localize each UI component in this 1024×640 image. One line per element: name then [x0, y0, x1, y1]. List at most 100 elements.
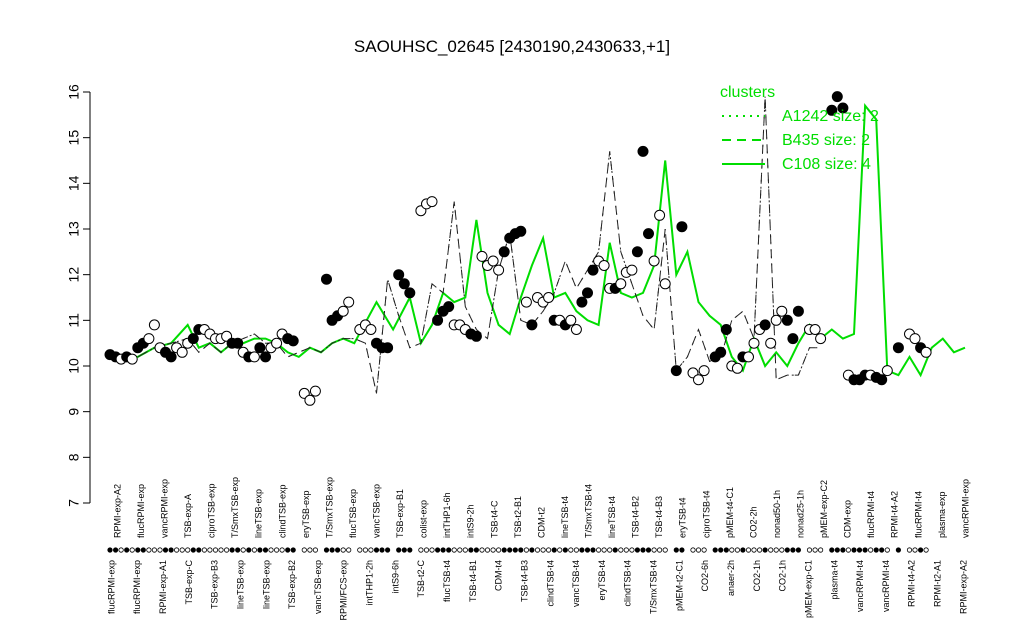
category-label-top: T/SmxTSB-t4 [583, 484, 593, 538]
rug-marker [446, 547, 452, 553]
category-label-bottom: RPMI-exp-A2 [958, 560, 968, 614]
rug-marker [773, 547, 779, 553]
rug-marker [174, 547, 180, 553]
category-label-top: TSB-t4-B2 [631, 496, 641, 538]
legend-label: A1242 size: 2 [782, 108, 879, 125]
rug-marker [745, 547, 752, 553]
rug-marker [584, 547, 591, 553]
y-tick-label: 15 [66, 130, 82, 146]
y-tick-label: 12 [66, 267, 82, 283]
chart-title: SAOUHSC_02645 [2430190,2430633,+1] [354, 37, 670, 56]
data-point-filled [787, 333, 799, 345]
rug-marker [157, 547, 163, 553]
data-point-open [148, 319, 160, 331]
category-label-bottom: TSB-exp-C [184, 560, 194, 605]
rug-marker [829, 547, 835, 553]
rug-marker [718, 547, 724, 553]
rug-marker [551, 547, 557, 553]
data-point-filled [515, 225, 527, 237]
rug-marker [662, 547, 668, 553]
category-label-bottom: lineTSB-exp [235, 560, 245, 609]
rug-marker [690, 547, 696, 553]
data-point-open [626, 264, 638, 276]
rug-marker [895, 547, 902, 553]
rug-marker [768, 547, 774, 553]
category-label-bottom: T/SmxTSB-t4 [649, 560, 659, 614]
rug-marker [323, 547, 330, 553]
category-label-top: vancTSB-exp [371, 484, 381, 538]
data-point-open [748, 337, 760, 349]
data-point-open [698, 365, 710, 377]
data-point-open [493, 264, 505, 276]
rug-marker [396, 547, 402, 553]
rug-marker [923, 547, 929, 553]
category-label-top: intS9-2h [466, 504, 476, 538]
rug-marker [723, 547, 729, 553]
rug-marker [462, 547, 468, 553]
rug-marker [207, 547, 213, 553]
data-point-filled [826, 104, 838, 116]
data-point-filled [254, 342, 266, 354]
category-label-bottom: RPMI-t4-A2 [907, 560, 917, 607]
rug-marker [640, 547, 646, 553]
rug-marker [568, 547, 574, 553]
category-label-bottom: vancTSB-exp [313, 560, 323, 614]
rug-marker [912, 547, 918, 553]
category-label-bottom: intS9-6h [390, 560, 400, 594]
category-label-bottom: TSB-exp-B3 [210, 560, 220, 609]
data-point-filled [831, 91, 843, 103]
rug-marker [118, 547, 124, 553]
rug-marker [618, 547, 624, 553]
rug-marker [645, 547, 652, 553]
data-point-filled [676, 221, 688, 233]
category-label-bottom: RPMI-exp-A1 [158, 560, 168, 614]
rug-marker [268, 547, 274, 553]
legend-title: clusters [720, 84, 775, 101]
rug-marker [235, 547, 241, 553]
rug-marker [368, 547, 374, 553]
category-label-top: CDM-exp [843, 500, 853, 538]
data-point-filled [526, 319, 538, 331]
data-point-filled [393, 269, 405, 281]
category-label-bottom: TSB-t2-C [416, 560, 426, 598]
category-label-bottom: pMEM-t2-C1 [674, 560, 684, 611]
rug-marker [251, 547, 257, 553]
data-point-open [815, 333, 827, 345]
category-label-bottom: lineTSB-exp [261, 560, 271, 609]
rug-marker [224, 547, 230, 553]
data-point-filled [287, 335, 299, 347]
data-point-filled [587, 264, 599, 276]
category-label-bottom: CDM-t4 [494, 560, 504, 591]
rug-marker [701, 547, 707, 553]
rug-marker [756, 547, 763, 553]
rug-marker [806, 547, 813, 553]
rug-marker [229, 547, 235, 553]
rug-marker [512, 547, 518, 553]
category-label-top: flucRPMI-t4 [866, 491, 876, 538]
data-point-open [309, 385, 321, 397]
rug-marker [362, 547, 368, 553]
category-label-top: pMEM-t4-C1 [725, 487, 735, 538]
y-axis: 7 8 9 10 11 12 13 14 15 16 [66, 84, 91, 507]
rug-marker [751, 547, 757, 553]
data-point-open [743, 351, 754, 363]
rug-marker [257, 547, 263, 553]
data-point-filled [232, 337, 244, 349]
category-label-top: CO2-2h [748, 506, 758, 538]
rug-marker [340, 547, 346, 553]
data-point-filled [670, 365, 682, 377]
rug-marker [418, 547, 424, 553]
rug-marker [346, 547, 352, 553]
rug-marker [384, 547, 391, 553]
series-lines [110, 96, 966, 394]
rug-marker [906, 547, 913, 553]
rug-marker [129, 547, 135, 553]
data-point-filled [576, 296, 588, 308]
data-point-filled [443, 301, 455, 313]
category-label-top: RPMI-exp-A2 [112, 484, 122, 538]
rug-marker [495, 547, 502, 553]
data-point-open [770, 314, 782, 326]
rug-marker [790, 547, 796, 553]
category-label-bottom: flucTSB-t4 [442, 560, 452, 602]
